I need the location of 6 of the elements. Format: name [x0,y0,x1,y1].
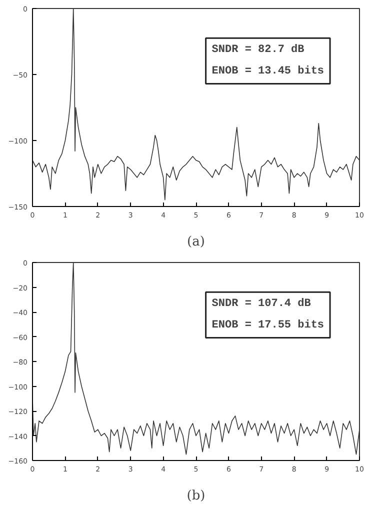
annotation: ENOB = 13.45 bits [212,66,324,78]
annotation: SNDR = 82.7 dB [212,44,305,56]
annotation: SNDR = 107.4 dB [212,298,312,310]
x-axis-title: (b) [186,488,206,504]
annotation: ENOB = 17.55 bits [212,320,324,332]
x-axis-title: (a) [187,234,205,250]
